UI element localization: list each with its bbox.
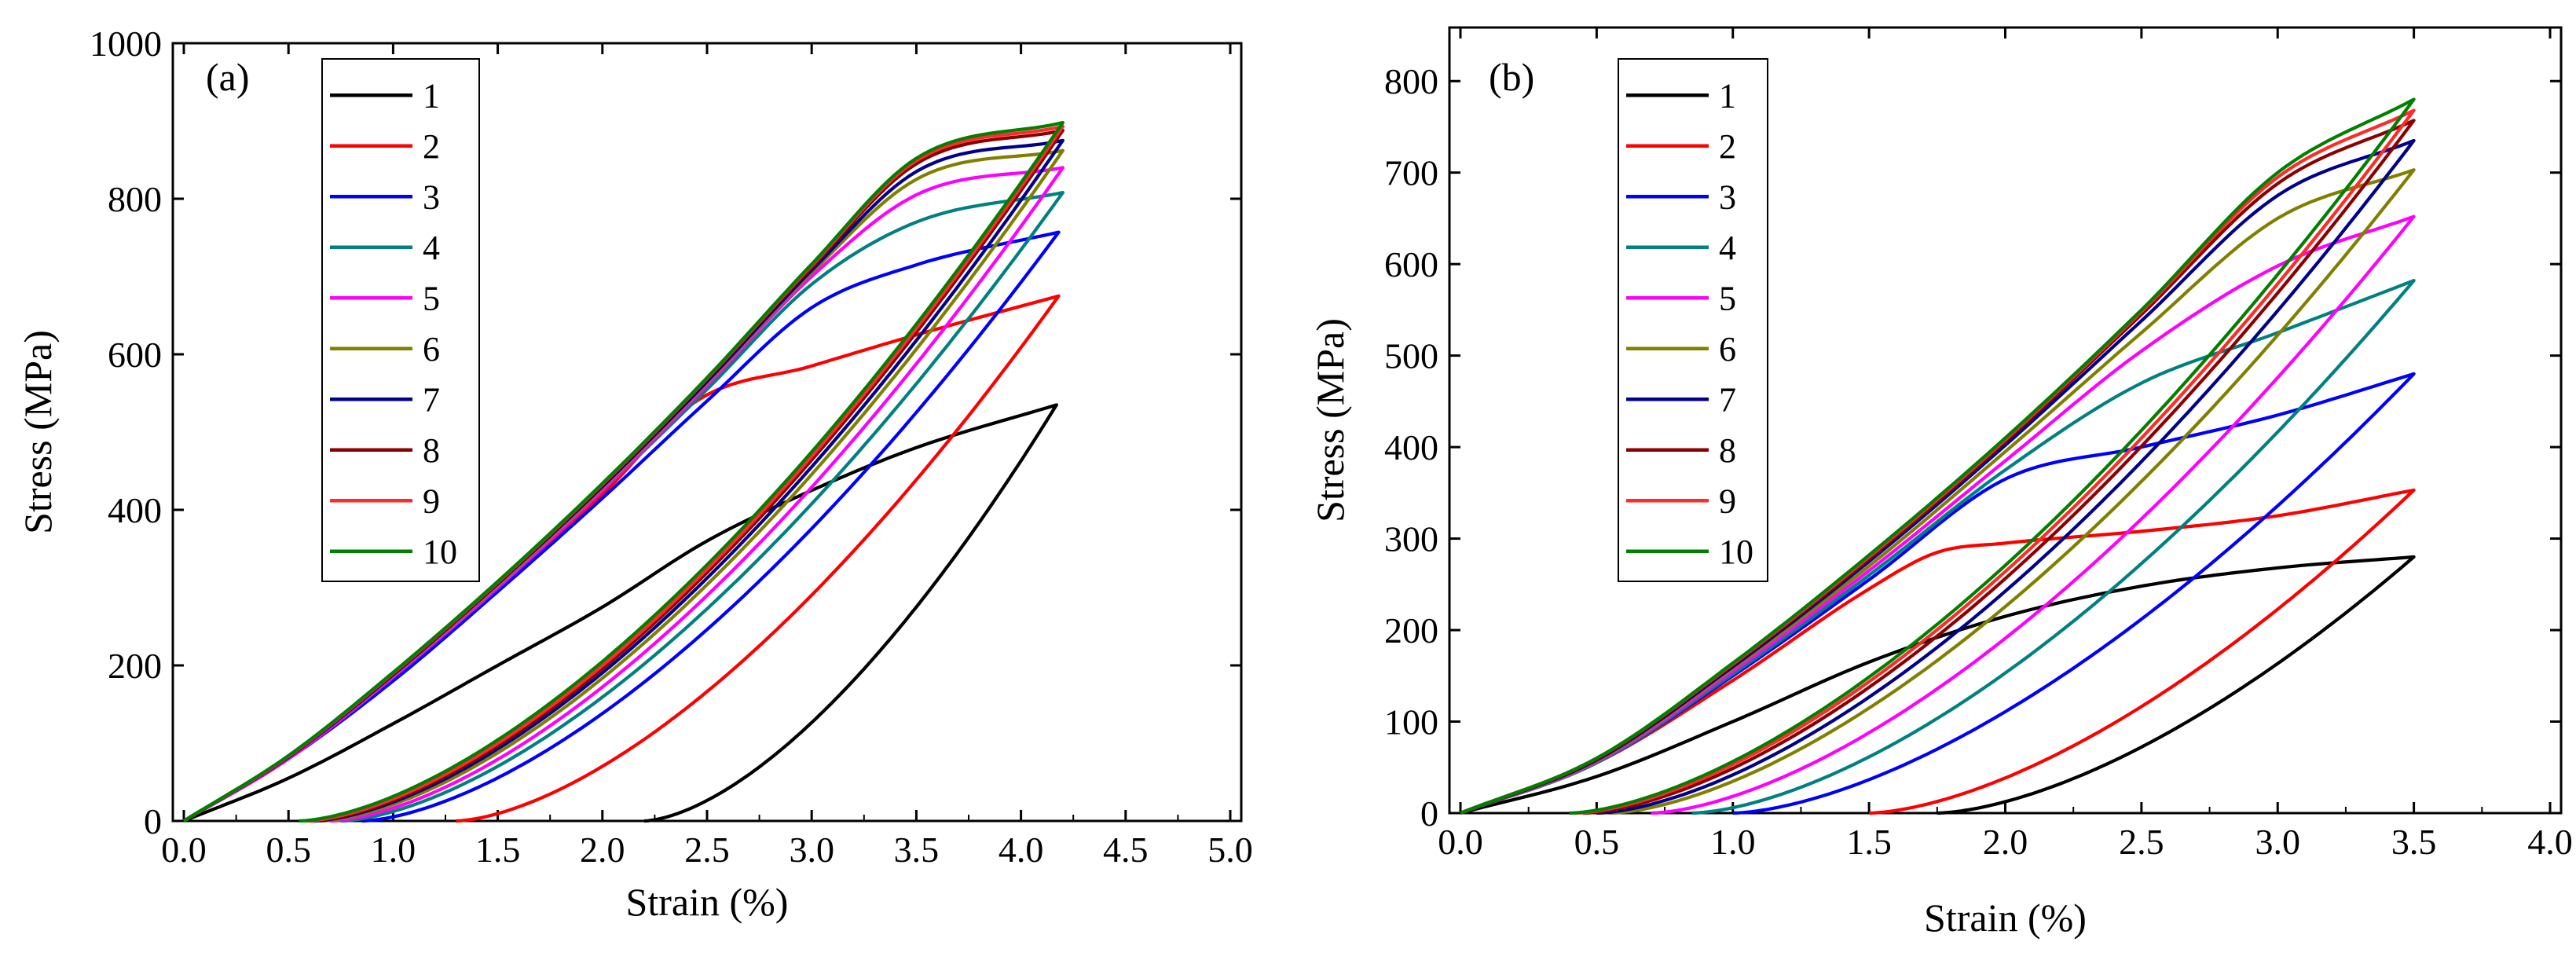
series-1-line xyxy=(183,403,1058,823)
y-tick-label: 0 xyxy=(144,801,162,841)
legend-label: 4 xyxy=(1719,229,1736,267)
x-tick-label: 0.5 xyxy=(1574,822,1620,862)
series-4-line xyxy=(1460,279,2416,815)
series-4-line xyxy=(182,191,1064,823)
legend-label: 5 xyxy=(423,279,440,317)
series-6-line xyxy=(1460,168,2416,815)
series-10-line xyxy=(182,120,1064,823)
x-tick-label: 3.0 xyxy=(2255,822,2301,862)
x-tick-label: 2.0 xyxy=(1983,822,2028,862)
y-tick-label: 400 xyxy=(108,490,162,530)
series-5-line xyxy=(1460,214,2416,815)
legend-label: 8 xyxy=(1719,431,1736,470)
series-9-line xyxy=(1460,108,2416,815)
series-5-line xyxy=(182,166,1064,823)
legend-label: 7 xyxy=(1719,380,1736,419)
y-tick-label: 200 xyxy=(108,646,162,686)
legend-label: 9 xyxy=(423,482,440,520)
y-tick-label: 600 xyxy=(108,335,162,375)
legend-label: 3 xyxy=(423,178,440,216)
legend: 1 2 3 4 5 6 7 8 9 10 xyxy=(321,58,480,582)
series-8-line xyxy=(182,128,1064,823)
x-tick-label: 3.5 xyxy=(894,830,940,870)
legend-label: 1 xyxy=(1719,76,1736,115)
series-10-line xyxy=(1460,97,2416,815)
series-group xyxy=(1460,97,2416,815)
legend-label: 10 xyxy=(1719,533,1753,571)
series-group xyxy=(182,120,1064,823)
x-axis-label: Strain (%) xyxy=(626,880,789,924)
series-6-line xyxy=(182,148,1064,823)
legend-label: 1 xyxy=(423,76,440,115)
legend-label: 4 xyxy=(423,229,440,267)
x-tick-label: 3.0 xyxy=(789,830,834,870)
legend-label: 5 xyxy=(1719,279,1736,317)
y-tick-label: 400 xyxy=(1384,427,1438,467)
panel-label: (b) xyxy=(1489,55,1534,99)
y-tick-label: 800 xyxy=(1384,61,1438,101)
x-tick-label: 2.0 xyxy=(580,830,625,870)
y-tick-label: 300 xyxy=(1384,519,1438,559)
x-tick-label: 4.5 xyxy=(1103,830,1149,870)
x-tick-label: 1.0 xyxy=(1710,822,1756,862)
x-tick-label: 5.0 xyxy=(1207,830,1253,870)
legend-box xyxy=(321,58,480,582)
series-1-line xyxy=(1460,555,2416,815)
y-tick-label: 700 xyxy=(1384,153,1438,193)
x-tick-label: 0.5 xyxy=(266,830,311,870)
chart-panel-a: 0.0 0.5 1.0 1.5 2.0 2.5 3.0 3.5 4.0 4.5 5.0 0 200 400… xyxy=(16,24,1253,924)
legend-label: 2 xyxy=(1719,127,1736,166)
x-tick-label: 2.5 xyxy=(2119,822,2164,862)
x-tick-label: 0.0 xyxy=(1438,822,1483,862)
y-tick-label: 1000 xyxy=(90,24,162,64)
chart-panel-b: 0.0 0.5 1.0 1.5 2.0 2.5 3.0 3.5 4.0 0 100 200 300 400… xyxy=(1308,26,2573,940)
y-tick-label: 200 xyxy=(1384,610,1438,650)
series-3-line xyxy=(1460,372,2416,815)
x-axis-label: Strain (%) xyxy=(1924,896,2087,940)
legend-label: 9 xyxy=(1719,482,1736,520)
x-tick-label: 4.0 xyxy=(999,830,1044,870)
x-tick-label: 1.5 xyxy=(475,830,521,870)
series-2-line xyxy=(1460,488,2416,815)
y-axis-label: Stress (MPa) xyxy=(16,330,60,534)
series-3-line xyxy=(182,230,1061,823)
legend-label: 2 xyxy=(423,127,440,166)
series-7-line xyxy=(1460,138,2416,815)
legend-label: 6 xyxy=(423,330,440,368)
y-tick-label: 800 xyxy=(108,179,162,219)
x-tick-label: 1.5 xyxy=(1846,822,1892,862)
x-tick-label: 0.0 xyxy=(161,830,207,870)
y-tick-label: 600 xyxy=(1384,244,1438,284)
x-tick-label: 1.0 xyxy=(371,830,416,870)
y-axis-label: Stress (MPa) xyxy=(1308,318,1352,522)
legend: 1 2 3 4 5 6 7 8 9 10 xyxy=(1618,58,1768,582)
legend-label: 3 xyxy=(1719,178,1736,216)
legend-label: 10 xyxy=(423,533,457,571)
legend-label: 6 xyxy=(1719,330,1736,368)
x-tick-label: 3.5 xyxy=(2391,822,2437,862)
legend-box xyxy=(1618,58,1768,582)
x-tick-label: 2.5 xyxy=(684,830,730,870)
y-tick-label: 0 xyxy=(1420,793,1438,834)
panel-label: (a) xyxy=(206,55,250,99)
y-tick-label: 100 xyxy=(1384,702,1438,742)
y-tick-label: 500 xyxy=(1384,336,1438,376)
legend-label: 7 xyxy=(423,380,440,419)
x-tick-label: 4.0 xyxy=(2527,822,2573,862)
legend-label: 8 xyxy=(423,431,440,470)
